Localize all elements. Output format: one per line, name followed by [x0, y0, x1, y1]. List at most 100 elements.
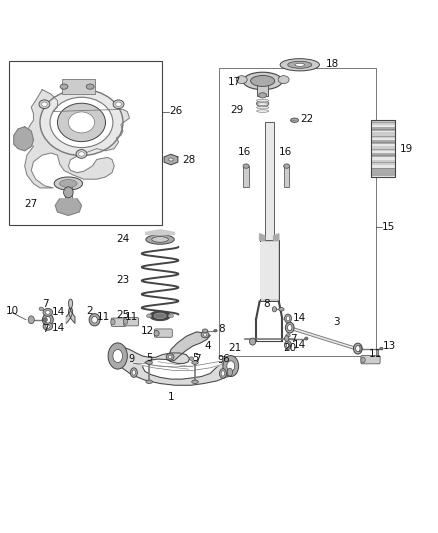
Ellipse shape — [285, 341, 291, 350]
Text: 6: 6 — [223, 354, 230, 364]
Polygon shape — [25, 90, 130, 188]
Ellipse shape — [43, 322, 53, 330]
Ellipse shape — [236, 76, 247, 84]
FancyBboxPatch shape — [154, 329, 172, 337]
Ellipse shape — [39, 100, 50, 109]
Ellipse shape — [113, 100, 124, 109]
Text: 12: 12 — [141, 326, 154, 336]
Text: 16: 16 — [279, 147, 292, 157]
Ellipse shape — [168, 314, 173, 318]
Text: 22: 22 — [300, 115, 313, 124]
Text: 7: 7 — [42, 324, 49, 334]
Bar — [371, 120, 395, 177]
Ellipse shape — [356, 345, 360, 352]
Ellipse shape — [257, 110, 269, 112]
Ellipse shape — [147, 314, 152, 318]
Ellipse shape — [89, 313, 100, 326]
Text: 11: 11 — [97, 312, 110, 322]
Ellipse shape — [40, 89, 123, 156]
Ellipse shape — [113, 350, 123, 362]
Text: 14: 14 — [292, 313, 306, 324]
Bar — [371, 120, 395, 177]
Text: 8: 8 — [218, 325, 225, 334]
Ellipse shape — [361, 357, 365, 363]
Text: 25: 25 — [116, 310, 130, 320]
Bar — [244, 166, 249, 187]
Bar — [284, 166, 289, 187]
Ellipse shape — [223, 356, 239, 376]
Ellipse shape — [380, 348, 383, 350]
Text: 15: 15 — [382, 222, 395, 232]
Ellipse shape — [68, 112, 95, 133]
Ellipse shape — [76, 150, 87, 158]
Polygon shape — [274, 234, 279, 240]
Bar — [371, 120, 395, 125]
Text: 26: 26 — [169, 106, 182, 116]
Polygon shape — [112, 348, 237, 385]
Ellipse shape — [154, 313, 166, 319]
Text: 5: 5 — [192, 353, 198, 363]
Text: 17: 17 — [228, 77, 241, 87]
Text: 9: 9 — [218, 356, 224, 365]
FancyBboxPatch shape — [111, 318, 126, 326]
Ellipse shape — [28, 316, 34, 324]
Text: 14: 14 — [292, 340, 306, 350]
Ellipse shape — [286, 334, 290, 337]
Ellipse shape — [86, 84, 94, 89]
Ellipse shape — [108, 343, 127, 369]
Ellipse shape — [192, 380, 198, 384]
Bar — [371, 140, 395, 144]
Polygon shape — [66, 299, 75, 323]
Text: 14: 14 — [52, 307, 65, 317]
Ellipse shape — [60, 84, 68, 89]
Ellipse shape — [221, 371, 225, 376]
Ellipse shape — [353, 343, 362, 354]
Text: 5: 5 — [146, 353, 152, 363]
Bar — [219, 68, 376, 356]
Polygon shape — [164, 154, 178, 165]
Ellipse shape — [257, 106, 269, 109]
Text: 29: 29 — [230, 105, 243, 115]
Ellipse shape — [169, 158, 173, 161]
Ellipse shape — [131, 368, 138, 377]
Ellipse shape — [290, 118, 298, 123]
Ellipse shape — [286, 316, 290, 321]
Ellipse shape — [124, 319, 128, 325]
Ellipse shape — [201, 332, 209, 338]
Text: 7: 7 — [42, 300, 49, 310]
Ellipse shape — [154, 330, 159, 336]
Ellipse shape — [214, 329, 217, 332]
Text: 4: 4 — [205, 341, 211, 351]
Bar — [371, 168, 395, 175]
Bar — [371, 153, 395, 157]
Ellipse shape — [227, 361, 235, 372]
Ellipse shape — [219, 369, 226, 378]
Bar — [10, 61, 162, 225]
Ellipse shape — [243, 72, 283, 90]
Ellipse shape — [304, 337, 308, 340]
Bar — [371, 133, 395, 138]
Text: 28: 28 — [182, 155, 195, 165]
Text: 16: 16 — [238, 147, 251, 157]
Text: 9: 9 — [129, 354, 135, 365]
Ellipse shape — [146, 361, 152, 364]
Ellipse shape — [278, 76, 289, 84]
Text: 27: 27 — [25, 199, 38, 209]
Text: 11: 11 — [369, 349, 382, 359]
Ellipse shape — [50, 97, 113, 148]
Ellipse shape — [57, 103, 106, 142]
Ellipse shape — [116, 102, 121, 107]
Ellipse shape — [227, 368, 233, 376]
Polygon shape — [260, 234, 265, 240]
Ellipse shape — [257, 99, 269, 102]
Text: 2: 2 — [86, 306, 92, 316]
Ellipse shape — [251, 76, 275, 86]
Ellipse shape — [259, 93, 267, 98]
Text: 13: 13 — [383, 341, 396, 351]
Ellipse shape — [64, 187, 73, 198]
Ellipse shape — [168, 356, 172, 358]
Text: 20: 20 — [284, 343, 297, 353]
Ellipse shape — [43, 318, 47, 321]
Text: 19: 19 — [400, 143, 413, 154]
Ellipse shape — [111, 319, 115, 325]
